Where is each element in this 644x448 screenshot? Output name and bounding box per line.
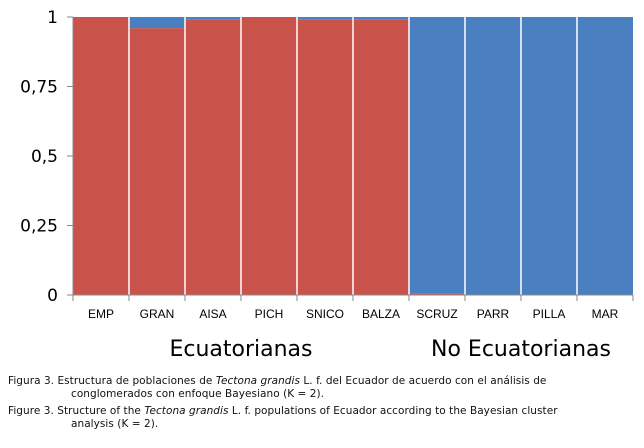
y-tick-label: 0 — [47, 286, 58, 306]
caption-en-line2: analysis (K = 2). — [71, 418, 159, 430]
caption-en-species: Tectona grandis — [144, 405, 229, 417]
y-tick-label: 1 — [47, 8, 58, 28]
bar-aisa-cluster-1 — [185, 19, 241, 296]
x-tick-label: SCRUZ — [416, 307, 457, 321]
bar-gran-cluster-2 — [129, 17, 185, 29]
y-tick-label: 0,5 — [31, 147, 58, 167]
y-tick-label: 0,25 — [20, 217, 58, 237]
x-tick-label: SNICO — [306, 307, 344, 321]
caption-english: Figure 3. Structure of the Tectona grand… — [8, 405, 636, 431]
axes-group — [67, 17, 634, 301]
bar-balza-cluster-1 — [353, 19, 409, 296]
bar-pich-cluster-1 — [241, 17, 297, 295]
bar-pilla-cluster-2 — [521, 17, 577, 295]
caption-es-line2: conglomerados con enfoque Bayesiano (K =… — [71, 388, 325, 400]
bar-gran-cluster-1 — [129, 28, 185, 296]
caption-es-species: Tectona grandis — [215, 375, 301, 387]
y-tick-label: 0,75 — [20, 78, 58, 98]
group-label: Ecuatorianas — [169, 337, 312, 362]
bar-snico-cluster-1 — [297, 19, 353, 296]
y-ticks-group: 0 0,25 0,5 0,75 1 — [20, 8, 73, 306]
bars-group — [73, 17, 633, 296]
bar-mar-cluster-2 — [577, 17, 633, 295]
bar-scruz-cluster-2 — [409, 17, 465, 294]
x-tick-label: EMP — [88, 307, 114, 321]
x-tick-label: PICH — [255, 307, 284, 321]
bar-snico-cluster-2 — [297, 17, 353, 20]
caption-es-middle: L. f. del Ecuador de acuerdo con el anál… — [300, 375, 547, 387]
caption-spanish: Figura 3. Estructura de poblaciones de T… — [8, 375, 636, 401]
bar-scruz-cluster-1 — [409, 293, 465, 295]
x-tick-label: AISA — [199, 307, 226, 321]
structure-bar-chart: 0 0,25 0,5 0,75 1 EMP GRAN AISA PICH SNICO BALZA S… — [20, 8, 634, 362]
x-tick-label: GRAN — [140, 307, 175, 321]
bar-parr-cluster-2 — [465, 17, 521, 295]
x-tick-label: PILLA — [533, 307, 566, 321]
caption-en-middle: L. f. populations of Ecuador according t… — [228, 405, 558, 417]
caption-en-prefix: Figure 3. Structure of the — [8, 405, 145, 417]
x-tick-label: BALZA — [362, 307, 400, 321]
caption-es-prefix: Figura 3. Estructura de poblaciones de — [8, 375, 216, 387]
x-tick-label: PARR — [477, 307, 510, 321]
bar-emp-cluster-1 — [73, 17, 129, 295]
bar-aisa-cluster-2 — [185, 17, 241, 20]
group-labels: Ecuatorianas No Ecuatorianas — [169, 337, 611, 362]
x-tick-label: MAR — [592, 307, 619, 321]
x-ticks-group: EMP GRAN AISA PICH SNICO BALZA SCRUZ PARR PILLA M… — [88, 307, 619, 321]
group-label: No Ecuatorianas — [431, 337, 611, 362]
bar-balza-cluster-2 — [353, 17, 409, 20]
